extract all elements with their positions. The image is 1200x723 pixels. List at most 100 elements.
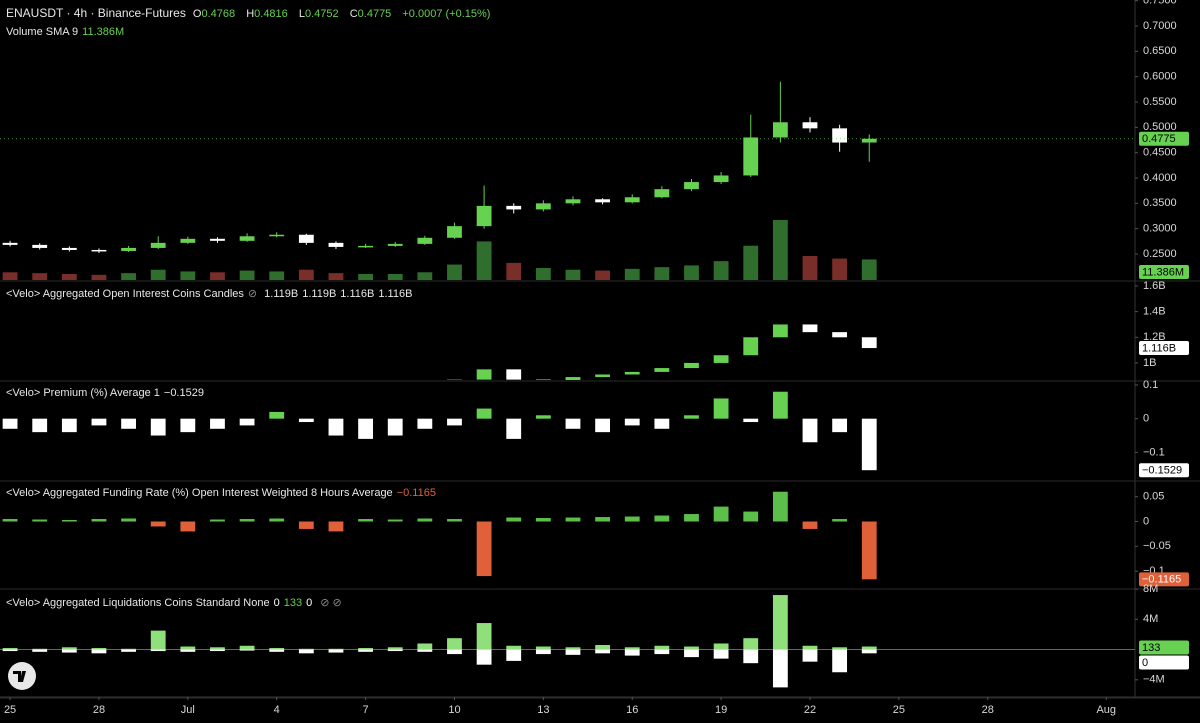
y-tick-label: 0.2500 <box>1143 248 1177 260</box>
bar <box>358 649 374 652</box>
bar <box>476 649 492 665</box>
candle-body <box>298 234 314 243</box>
volume-bar <box>595 270 611 280</box>
bar <box>535 415 551 419</box>
bar <box>654 515 670 522</box>
bar <box>358 519 374 522</box>
bar <box>180 646 196 650</box>
bar <box>2 648 18 650</box>
legend-h: H0.4816 <box>246 8 288 20</box>
funding-header: <Velo> Aggregated Funding Rate (%) Open … <box>6 487 440 499</box>
bar <box>298 418 314 423</box>
bar <box>772 491 788 522</box>
candle-body <box>476 205 492 227</box>
candle-body <box>624 371 640 375</box>
bar <box>713 398 729 419</box>
bar <box>239 519 255 522</box>
candle-body <box>2 242 18 245</box>
oi-tag: 1.116B <box>1142 342 1176 354</box>
y-tick-label: 0.5500 <box>1143 96 1177 108</box>
x-tick-label: Aug <box>1096 704 1116 716</box>
liq-legend-value: 0 <box>273 597 280 609</box>
oi-title: <Velo> Aggregated Open Interest Coins Ca… <box>6 288 244 300</box>
x-tick-label: 25 <box>893 704 905 716</box>
liq-legend-value: 0 <box>306 597 313 609</box>
bar <box>506 645 522 650</box>
bar <box>713 506 729 522</box>
bar <box>121 418 136 429</box>
bar <box>713 649 729 659</box>
liq-legend-value: 133 <box>283 597 303 609</box>
candle-body <box>654 189 670 198</box>
bar <box>328 649 344 653</box>
candle-body <box>91 249 107 252</box>
bar <box>506 649 522 661</box>
bar <box>832 649 848 673</box>
candle-body <box>713 175 729 183</box>
bar <box>447 649 462 655</box>
last-value-tag-bg <box>1139 572 1189 587</box>
bar <box>328 418 344 436</box>
bar <box>654 645 670 650</box>
candle-body <box>299 387 314 389</box>
volume-bar <box>713 261 729 280</box>
x-tick-label: 10 <box>448 704 460 716</box>
bar <box>684 514 699 522</box>
candle-body <box>861 337 877 349</box>
x-tick-label: 25 <box>4 704 16 716</box>
bar <box>654 649 670 655</box>
x-tick-label: 22 <box>804 704 816 716</box>
candle-body <box>832 332 848 338</box>
legend-l: L0.4752 <box>298 8 339 20</box>
bar <box>565 647 581 650</box>
bar <box>535 646 551 650</box>
bar <box>624 647 640 650</box>
volume-bar <box>447 264 462 280</box>
y-tick-label: 4M <box>1143 613 1158 625</box>
bar <box>684 649 699 658</box>
candle-body <box>684 182 699 190</box>
candle-body <box>358 245 374 248</box>
price-header: ENAUSDT · 4h · Binance-Futures O0.4768 H… <box>6 6 494 20</box>
bar <box>447 638 462 650</box>
candle-body <box>595 199 611 203</box>
volume-bar <box>832 258 848 280</box>
y-tick-label: −0.1 <box>1143 446 1165 458</box>
candle-body <box>624 197 640 203</box>
bar <box>802 418 818 443</box>
bar <box>624 418 640 426</box>
oi-tag-bg <box>1139 341 1189 356</box>
volume-tag: 11.386M <box>1142 266 1184 278</box>
bar <box>861 646 877 650</box>
symbol: ENAUSDT · 4h · Binance-Futures <box>6 6 186 20</box>
bar <box>150 630 166 650</box>
volume-bar <box>565 269 581 280</box>
candle-body <box>388 387 403 389</box>
bar <box>506 517 522 522</box>
bar <box>802 649 818 662</box>
liq-tag: 0 <box>1142 657 1148 669</box>
bar <box>476 623 492 650</box>
funding-title: <Velo> Aggregated Funding Rate (%) Open … <box>6 487 393 499</box>
volume-bar <box>269 271 285 280</box>
bar <box>150 649 166 652</box>
x-tick-label: 4 <box>274 704 280 716</box>
bar <box>861 649 877 654</box>
volume-bar <box>506 262 522 280</box>
bar <box>595 517 611 522</box>
bar <box>743 649 759 664</box>
bar <box>210 649 225 652</box>
last-price-tag-bg <box>1139 131 1189 146</box>
y-tick-label: 8M <box>1143 583 1158 595</box>
oi-legend: 1.116B <box>340 288 375 300</box>
candle-body <box>328 242 344 247</box>
bar <box>772 595 788 650</box>
bar <box>239 418 255 426</box>
bar <box>417 649 433 652</box>
bar <box>298 649 314 654</box>
volume-bar <box>32 273 48 280</box>
bar <box>180 521 196 532</box>
y-tick-label: 0.3000 <box>1143 223 1177 235</box>
bar <box>269 648 285 650</box>
candle-body <box>329 389 344 391</box>
